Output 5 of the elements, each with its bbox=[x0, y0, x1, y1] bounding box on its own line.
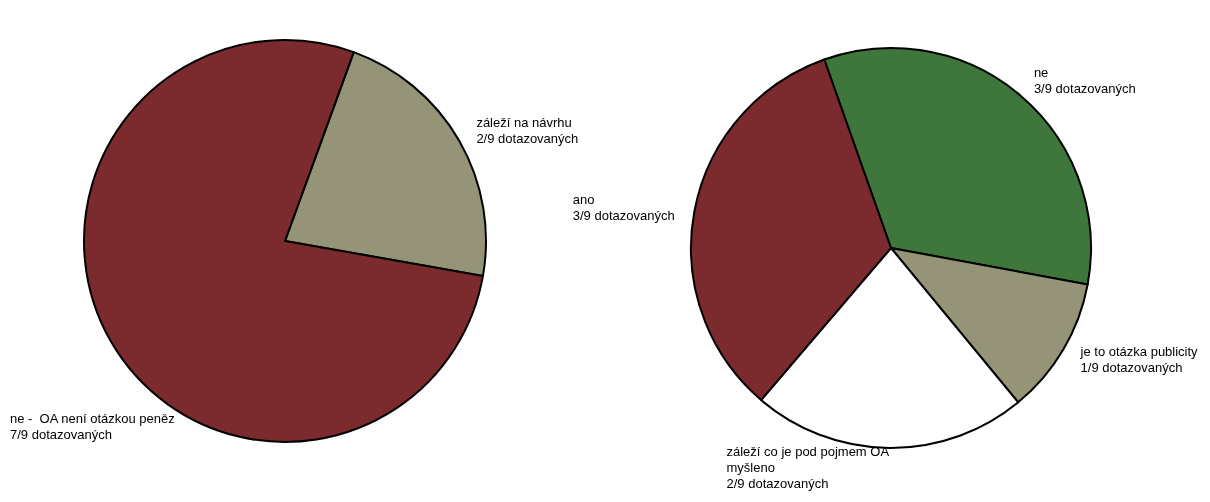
slice-label: je to otázka publicity 1/9 dotazovaných bbox=[1079, 344, 1199, 376]
slice-label: ne 3/9 dotazovaných bbox=[1033, 65, 1136, 97]
slice-label: ano 3/9 dotazovaných bbox=[572, 192, 675, 224]
slice-label: ne - OA není otázkou peněz 7/9 dotazovaných bbox=[10, 411, 175, 442]
slice-label: záleží na návrhu 2/9 dotazovaných bbox=[476, 115, 579, 146]
